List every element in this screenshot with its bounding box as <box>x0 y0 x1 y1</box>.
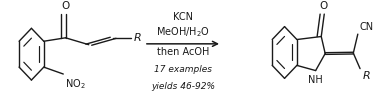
Text: R: R <box>134 33 142 43</box>
Text: NH: NH <box>308 75 323 85</box>
Text: O: O <box>319 1 327 11</box>
Text: 17 examples: 17 examples <box>154 65 212 74</box>
Text: KCN: KCN <box>173 12 193 22</box>
Text: then AcOH: then AcOH <box>157 47 209 57</box>
Text: MeOH/H$_2$O: MeOH/H$_2$O <box>156 25 210 39</box>
Text: NO$_2$: NO$_2$ <box>65 78 86 91</box>
Text: R: R <box>362 71 370 81</box>
Text: yields 46-92%: yields 46-92% <box>151 82 215 91</box>
Text: O: O <box>61 1 70 11</box>
Text: CN: CN <box>360 22 374 32</box>
